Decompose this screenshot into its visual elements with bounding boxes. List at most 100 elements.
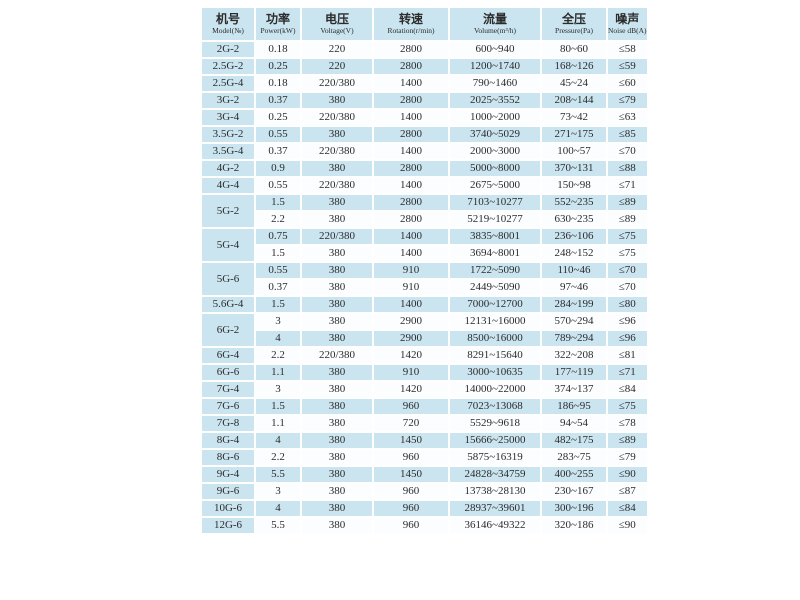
power-cell: 0.25	[256, 59, 300, 74]
rotation-cell: 2800	[374, 59, 448, 74]
column-header-zh: 转速	[398, 12, 423, 26]
pressure-cell: 300~196	[542, 501, 606, 516]
rotation-cell: 910	[374, 365, 448, 380]
noise-cell: ≤71	[608, 365, 647, 380]
voltage-cell: 220	[302, 59, 372, 74]
model-cell: 6G-6	[202, 365, 254, 380]
noise-cell: ≤81	[608, 348, 647, 363]
voltage-cell: 380	[302, 280, 372, 295]
noise-cell: ≤87	[608, 484, 647, 499]
rotation-cell: 960	[374, 501, 448, 516]
power-cell: 1.5	[256, 246, 300, 261]
pressure-cell: 97~46	[542, 280, 606, 295]
table-row: 2.5G-2 0.25 220 2800 1200~1740 168~126 ≤59	[202, 59, 647, 74]
rotation-cell: 1450	[374, 433, 448, 448]
noise-cell: ≤78	[608, 416, 647, 431]
pressure-cell: 168~126	[542, 59, 606, 74]
volume-cell: 3835~8001	[450, 229, 540, 244]
voltage-cell: 220/380	[302, 229, 372, 244]
column-header-en: Volume(m³/h)	[473, 26, 517, 35]
model-cell: 4G-2	[202, 161, 254, 176]
power-cell: 2.2	[256, 450, 300, 465]
rotation-cell: 960	[374, 484, 448, 499]
volume-cell: 1000~2000	[450, 110, 540, 125]
model-cell: 6G-4	[202, 348, 254, 363]
power-cell: 3	[256, 314, 300, 329]
noise-cell: ≤84	[608, 501, 647, 516]
table-row: 9G-6 3 380 960 13738~28130 230~167 ≤87	[202, 484, 647, 499]
rotation-cell: 2900	[374, 314, 448, 329]
table-row: 1.5 380 1400 3694~8001 248~152 ≤75	[202, 246, 647, 261]
voltage-cell: 380	[302, 518, 372, 533]
voltage-cell: 220/380	[302, 348, 372, 363]
model-cell: 8G-4	[202, 433, 254, 448]
volume-cell: 12131~16000	[450, 314, 540, 329]
volume-cell: 5000~8000	[450, 161, 540, 176]
pressure-cell: 110~46	[542, 263, 606, 278]
table-row: 3G-4 0.25 220/380 1400 1000~2000 73~42 ≤63	[202, 110, 647, 125]
model-cell: 5.6G-4	[202, 297, 254, 312]
noise-cell: ≤90	[608, 467, 647, 482]
voltage-cell: 380	[302, 331, 372, 346]
voltage-cell: 220/380	[302, 144, 372, 159]
table-row: 5G-6 0.55 380 910 1722~5090 110~46 ≤70	[202, 263, 647, 295]
rotation-cell: 2800	[374, 93, 448, 108]
volume-cell: 8291~15640	[450, 348, 540, 363]
rotation-cell: 960	[374, 399, 448, 414]
rotation-cell: 960	[374, 518, 448, 533]
pressure-cell: 248~152	[542, 246, 606, 261]
table-row: 8G-4 4 380 1450 15666~25000 482~175 ≤89	[202, 433, 647, 448]
power-cell: 4	[256, 331, 300, 346]
rotation-cell: 1400	[374, 144, 448, 159]
power-cell: 2.2	[256, 212, 300, 227]
rotation-cell: 910	[374, 280, 448, 295]
pressure-cell: 271~175	[542, 127, 606, 142]
column-header-6: 噪声 Noise dB(A)	[608, 8, 647, 40]
table-row: 3G-2 0.37 380 2800 2025~3552 208~144 ≤79	[202, 93, 647, 108]
noise-cell: ≤59	[608, 59, 647, 74]
table-row: 5.6G-4 1.5 380 1400 7000~12700 284~199 ≤80	[202, 297, 647, 312]
column-header-4: 流量 Volume(m³/h)	[450, 8, 540, 40]
table-row: 6G-6 1.1 380 910 3000~10635 177~119 ≤71	[202, 365, 647, 380]
noise-cell: ≤75	[608, 399, 647, 414]
column-header-zh: 机号	[215, 12, 240, 26]
rotation-cell: 1420	[374, 348, 448, 363]
column-header-en: Pressure(Pa)	[555, 26, 593, 35]
table-row: 9G-4 5.5 380 1450 24828~34759 400~255 ≤90	[202, 467, 647, 482]
voltage-cell: 220/380	[302, 110, 372, 125]
voltage-cell: 220/380	[302, 178, 372, 193]
table-row: 8G-6 2.2 380 960 5875~16319 283~75 ≤79	[202, 450, 647, 465]
rotation-cell: 1400	[374, 229, 448, 244]
pressure-cell: 370~131	[542, 161, 606, 176]
power-cell: 0.25	[256, 110, 300, 125]
voltage-cell: 380	[302, 433, 372, 448]
rotation-cell: 2800	[374, 42, 448, 57]
voltage-cell: 380	[302, 161, 372, 176]
power-cell: 0.37	[256, 144, 300, 159]
model-cell: 10G-6	[202, 501, 254, 516]
voltage-cell: 380	[302, 93, 372, 108]
volume-cell: 3740~5029	[450, 127, 540, 142]
volume-cell: 13738~28130	[450, 484, 540, 499]
power-cell: 1.1	[256, 365, 300, 380]
model-cell: 5G-2	[202, 195, 254, 227]
voltage-cell: 380	[302, 501, 372, 516]
volume-cell: 5875~16319	[450, 450, 540, 465]
noise-cell: ≤84	[608, 382, 647, 397]
power-cell: 0.75	[256, 229, 300, 244]
power-cell: 4	[256, 433, 300, 448]
fan-spec-table: 机号 Model(№) 功率 Power(kW) 电压 Voltage(V) 转速 Rotat…	[200, 6, 649, 535]
column-header-en: Noise dB(A)	[608, 26, 647, 35]
column-header-zh: 功率	[265, 12, 290, 26]
noise-cell: ≤89	[608, 195, 647, 210]
pressure-cell: 177~119	[542, 365, 606, 380]
pressure-cell: 630~235	[542, 212, 606, 227]
pressure-cell: 230~167	[542, 484, 606, 499]
noise-cell: ≤80	[608, 297, 647, 312]
noise-cell: ≤89	[608, 433, 647, 448]
voltage-cell: 380	[302, 127, 372, 142]
model-cell: 8G-6	[202, 450, 254, 465]
voltage-cell: 380	[302, 399, 372, 414]
power-cell: 1.1	[256, 416, 300, 431]
volume-cell: 28937~39601	[450, 501, 540, 516]
